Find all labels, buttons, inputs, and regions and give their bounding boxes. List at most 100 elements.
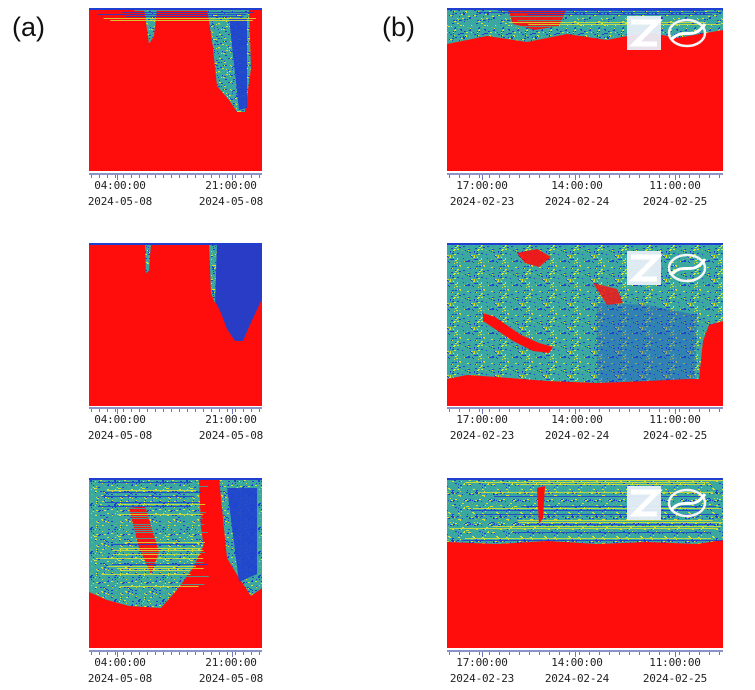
- minor-tick: [639, 652, 640, 655]
- minor-tick: [259, 175, 260, 178]
- minor-tick: [589, 652, 590, 655]
- tick-label-time: 04:00:00: [94, 413, 146, 426]
- heatmap-plot-area: [89, 243, 262, 406]
- minor-tick: [539, 175, 540, 178]
- minor-tick: [669, 409, 670, 412]
- minor-tick: [187, 175, 188, 178]
- minor-tick: [499, 652, 500, 655]
- minor-tick: [251, 409, 252, 412]
- x-axis: [447, 407, 723, 409]
- minor-tick: [259, 652, 260, 655]
- minor-tick: [155, 409, 156, 412]
- major-tick: [482, 409, 483, 414]
- tick-label-time: 14:00:00: [551, 413, 603, 426]
- minor-tick: [669, 175, 670, 178]
- minor-tick: [559, 409, 560, 412]
- minor-tick: [469, 409, 470, 412]
- minor-tick: [549, 409, 550, 412]
- minor-tick: [179, 409, 180, 412]
- minor-tick: [219, 175, 220, 178]
- tick-label-time: 17:00:00: [456, 656, 508, 669]
- minor-tick: [91, 652, 92, 655]
- minor-tick: [719, 409, 720, 412]
- x-axis: [447, 173, 723, 175]
- major-tick: [117, 409, 118, 414]
- minor-tick: [99, 652, 100, 655]
- minor-tick: [509, 409, 510, 412]
- minor-tick: [639, 175, 640, 178]
- minor-tick: [629, 409, 630, 412]
- minor-tick: [187, 652, 188, 655]
- minor-tick: [699, 409, 700, 412]
- minor-tick: [259, 409, 260, 412]
- tick-label-date: 2024-05-08: [198, 672, 264, 685]
- minor-tick: [115, 409, 116, 412]
- minor-tick: [499, 175, 500, 178]
- major-tick: [232, 175, 233, 180]
- minor-tick: [719, 652, 720, 655]
- minor-tick: [179, 652, 180, 655]
- minor-tick: [509, 652, 510, 655]
- minor-tick: [123, 652, 124, 655]
- major-tick: [482, 652, 483, 657]
- minor-tick: [489, 652, 490, 655]
- minor-tick: [227, 175, 228, 178]
- tick-label-date: 2024-02-25: [642, 195, 708, 208]
- tick-label-time: 04:00:00: [94, 656, 146, 669]
- tick-label-date: 2024-02-24: [544, 429, 610, 442]
- minor-tick: [469, 652, 470, 655]
- minor-tick: [155, 175, 156, 178]
- major-tick: [675, 409, 676, 414]
- minor-tick: [219, 409, 220, 412]
- minor-tick: [589, 175, 590, 178]
- minor-tick: [179, 175, 180, 178]
- minor-tick: [449, 175, 450, 178]
- logo-watermark-5: [627, 486, 707, 520]
- minor-tick: [147, 409, 148, 412]
- minor-tick: [139, 409, 140, 412]
- minor-tick: [519, 652, 520, 655]
- tick-label-date: 2024-02-24: [544, 195, 610, 208]
- minor-tick: [469, 175, 470, 178]
- minor-tick: [659, 175, 660, 178]
- minor-tick: [649, 409, 650, 412]
- minor-tick: [659, 652, 660, 655]
- tick-label-date: 2024-02-23: [449, 195, 515, 208]
- minor-tick: [679, 409, 680, 412]
- minor-tick: [449, 652, 450, 655]
- tick-label-date: 2024-02-23: [449, 429, 515, 442]
- tick-label-time: 21:00:00: [205, 413, 257, 426]
- x-axis: [89, 650, 262, 652]
- minor-tick: [131, 652, 132, 655]
- minor-tick: [107, 175, 108, 178]
- minor-tick: [629, 175, 630, 178]
- minor-tick: [529, 175, 530, 178]
- minor-tick: [243, 409, 244, 412]
- minor-tick: [211, 652, 212, 655]
- minor-tick: [171, 409, 172, 412]
- minor-tick: [509, 175, 510, 178]
- minor-tick: [131, 409, 132, 412]
- logo-watermark-3: [627, 16, 707, 50]
- minor-tick: [139, 652, 140, 655]
- minor-tick: [195, 175, 196, 178]
- minor-tick: [539, 652, 540, 655]
- minor-tick: [609, 409, 610, 412]
- major-tick: [575, 175, 576, 180]
- major-tick: [675, 175, 676, 180]
- tick-label-date: 2024-02-25: [642, 672, 708, 685]
- major-tick: [575, 652, 576, 657]
- heatmap-features: [89, 478, 262, 608]
- minor-tick: [489, 175, 490, 178]
- minor-tick: [609, 652, 610, 655]
- minor-tick: [107, 409, 108, 412]
- heatmap-b-3: [447, 478, 723, 648]
- tick-label-date: 2024-05-08: [87, 672, 153, 685]
- minor-tick: [689, 175, 690, 178]
- major-tick: [482, 175, 483, 180]
- minor-tick: [171, 652, 172, 655]
- minor-tick: [203, 409, 204, 412]
- minor-tick: [203, 175, 204, 178]
- minor-tick: [709, 652, 710, 655]
- minor-tick: [559, 652, 560, 655]
